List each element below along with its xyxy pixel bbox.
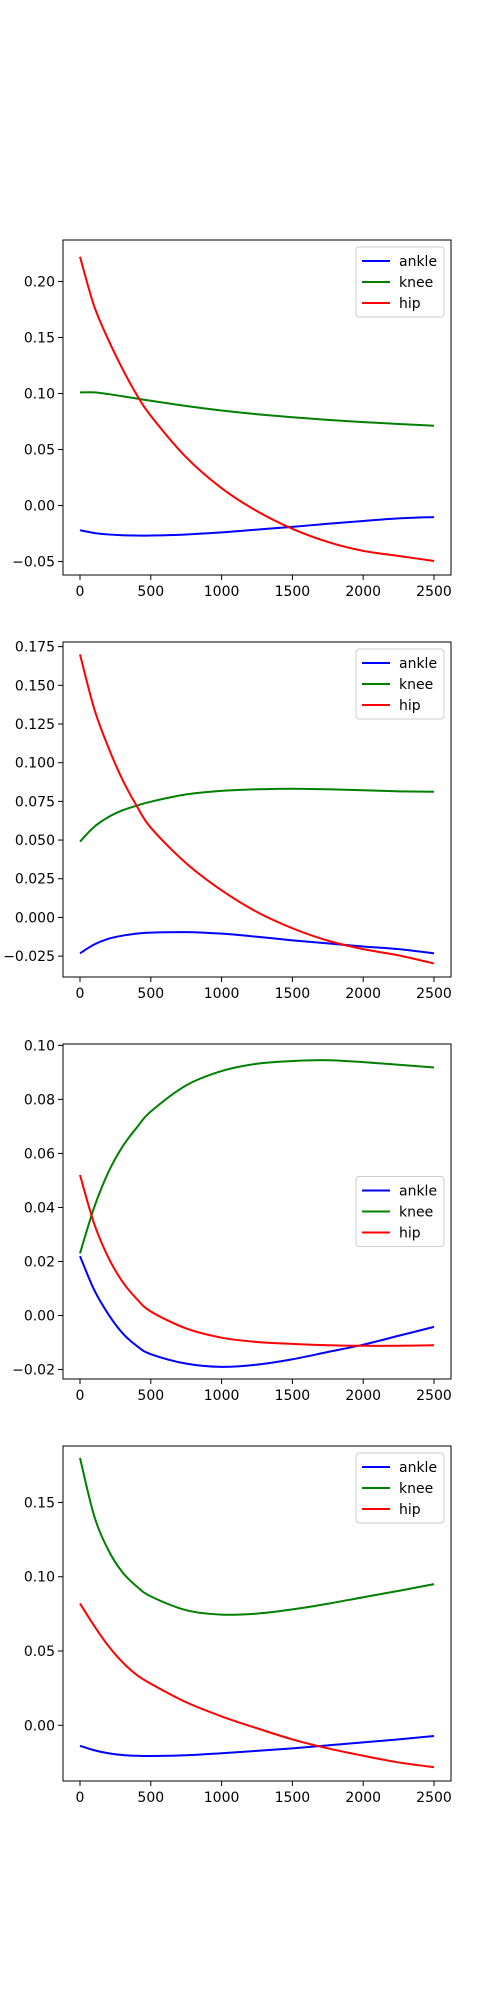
y-tick-label: 0.00 [24, 499, 55, 515]
x-tick-label: 1000 [204, 1790, 240, 1806]
legend-box [355, 648, 445, 720]
y-tick-label: 0.050 [15, 833, 55, 849]
legend-label-knee: knee [399, 275, 433, 291]
x-tick-label: 2500 [416, 1790, 452, 1806]
legend-label-knee: knee [399, 1481, 433, 1497]
series-line-ankle [79, 1255, 435, 1368]
x-tick-label: 500 [137, 1790, 164, 1806]
y-tick-label: 0.10 [24, 1570, 55, 1586]
x-tick-label: 2000 [345, 584, 381, 600]
axes-frame [62, 239, 452, 576]
x-tick-label: 2000 [345, 1790, 381, 1806]
y-tick-label: 0.02 [24, 1254, 55, 1270]
legend-label-ankle: ankle [399, 1184, 437, 1200]
legend-label-knee: knee [399, 1205, 433, 1221]
y-tick-label: 0.100 [15, 756, 55, 772]
y-tick-label: 0.175 [15, 640, 55, 656]
x-tick-label: 1000 [204, 1388, 240, 1404]
y-tick-label: 0.10 [24, 386, 55, 402]
series-line-ankle [79, 516, 435, 537]
x-tick-label: 0 [76, 1790, 85, 1806]
y-tick-label: 0.00 [24, 1718, 55, 1734]
x-tick-label: 1500 [275, 986, 311, 1002]
x-tick-label: 2500 [416, 986, 452, 1002]
y-tick-label: 0.00 [24, 1309, 55, 1325]
legend-label-hip: hip [399, 698, 421, 714]
y-tick-label: 0.05 [24, 443, 55, 459]
axes-frame [62, 641, 452, 978]
x-tick-label: 0 [76, 986, 85, 1002]
legend-label-knee: knee [399, 677, 433, 693]
legend-label-ankle: ankle [399, 656, 437, 672]
x-tick-label: 0 [76, 1388, 85, 1404]
y-tick-label: 0.05 [24, 1644, 55, 1660]
series-line-hip [79, 256, 435, 562]
legend: ankle knee hip [355, 246, 445, 318]
x-tick-label: 2500 [416, 584, 452, 600]
y-tick-label: 0.10 [24, 1038, 55, 1054]
y-tick-label: −0.05 [12, 555, 55, 571]
x-tick-label: 0 [76, 584, 85, 600]
x-tick-label: 1500 [275, 1790, 311, 1806]
axes-frame [62, 1445, 452, 1782]
legend-label-hip: hip [399, 1226, 421, 1242]
y-tick-label: 0.08 [24, 1092, 55, 1108]
y-tick-label: 0.000 [15, 910, 55, 926]
x-tick-label: 1500 [275, 584, 311, 600]
legend: ankle knee hip [355, 1452, 445, 1524]
legend: ankle knee hip [355, 648, 445, 720]
x-tick-label: 1000 [204, 584, 240, 600]
y-tick-label: −0.025 [3, 949, 55, 965]
x-tick-label: 500 [137, 1388, 164, 1404]
y-tick-label: 0.125 [15, 717, 55, 733]
series-line-knee [79, 391, 435, 427]
y-tick-label: 0.15 [24, 1495, 55, 1511]
series-line-ankle [79, 931, 435, 955]
legend-box [355, 246, 445, 318]
series-line-hip [79, 1174, 435, 1347]
subplot-2: 0 500 1000 1500 2000 2500 −0.025 0.000 0.025 0.05… [3, 640, 452, 1002]
subplot-3: 0 500 1000 1500 2000 2500 −0.02 0.00 0.02 0.04 0.0… [12, 1038, 452, 1404]
legend: ankle knee hip [355, 1176, 445, 1247]
x-tick-label: 2500 [416, 1388, 452, 1404]
legend-label-hip: hip [399, 296, 421, 312]
legend-label-hip: hip [399, 1502, 421, 1518]
axes-frame [62, 1043, 452, 1380]
legend-box [355, 1176, 445, 1247]
series-line-knee [79, 1457, 435, 1616]
subplot-1: 0 500 1000 1500 2000 2500 −0.05 0.00 0.05 0.10 0.1… [12, 239, 452, 600]
y-tick-label: 0.150 [15, 678, 55, 694]
legend-label-ankle: ankle [399, 254, 437, 270]
subplot-4: 0 500 1000 1500 2000 2500 0.00 0.05 0.10 0.15 ankl… [24, 1445, 452, 1806]
x-tick-label: 2000 [345, 986, 381, 1002]
x-tick-label: 2000 [345, 1388, 381, 1404]
y-tick-label: 0.06 [24, 1146, 55, 1162]
x-tick-label: 1500 [275, 1388, 311, 1404]
series-line-ankle [79, 1734, 435, 1758]
series-line-hip [79, 1602, 435, 1769]
series-line-knee [79, 1059, 435, 1254]
y-tick-label: 0.025 [15, 872, 55, 888]
x-tick-label: 1000 [204, 986, 240, 1002]
series-line-hip [79, 654, 435, 965]
series-line-knee [79, 787, 435, 843]
y-tick-label: −0.02 [12, 1363, 55, 1379]
x-tick-label: 500 [137, 584, 164, 600]
legend-box [355, 1452, 445, 1524]
legend-label-ankle: ankle [399, 1460, 437, 1476]
y-tick-label: 0.20 [24, 274, 55, 290]
y-tick-label: 0.15 [24, 330, 55, 346]
y-tick-label: 0.04 [24, 1200, 55, 1216]
x-tick-label: 500 [137, 986, 164, 1002]
y-tick-label: 0.075 [15, 794, 55, 810]
